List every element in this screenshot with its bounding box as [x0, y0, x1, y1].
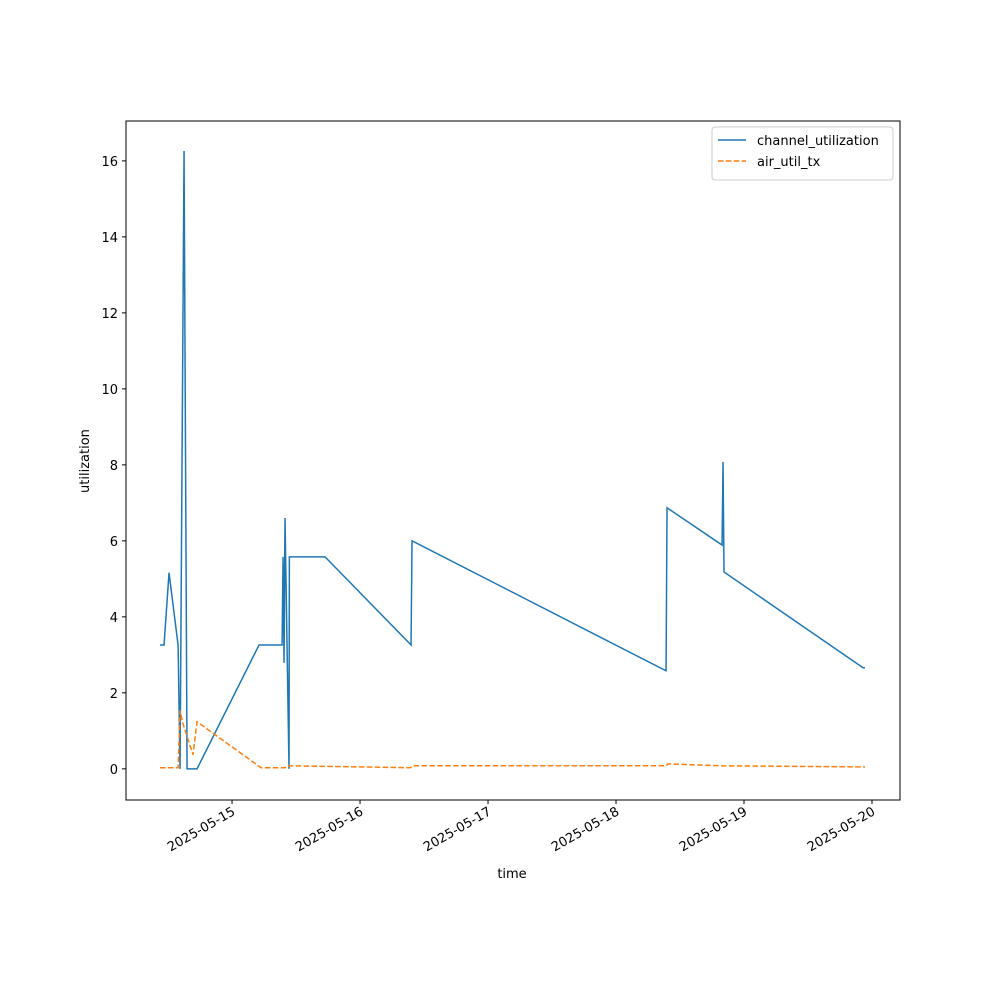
line-series: [160, 710, 865, 769]
x-tick-label: 2025-05-15: [165, 804, 238, 855]
x-axis-label: time: [497, 867, 526, 882]
y-axis-label: utilization: [78, 429, 93, 493]
x-tick-label: 2025-05-17: [421, 804, 494, 855]
y-tick-label: 14: [101, 231, 118, 246]
legend-box: [711, 126, 894, 181]
y-tick-label: 4: [110, 611, 118, 626]
x-tick-label: 2025-05-20: [805, 804, 878, 855]
y-tick-label: 8: [110, 459, 118, 474]
legend-label: channel_utilization: [757, 134, 879, 149]
legend: channel_utilization air_util_tx: [711, 126, 894, 181]
y-tick-label: 10: [101, 383, 118, 398]
y-tick-label: 2: [110, 687, 118, 702]
x-tick-label: 2025-05-16: [293, 804, 366, 855]
y-tick-label: 16: [101, 155, 118, 170]
y-tick-label: 6: [110, 535, 118, 550]
y-tick-label: 0: [110, 763, 118, 778]
y-tick-label: 12: [101, 307, 118, 322]
line-series: [160, 151, 865, 770]
legend-label: air_util_tx: [757, 155, 821, 170]
plot-frame: [125, 120, 901, 801]
x-tick-label: 2025-05-18: [549, 804, 622, 855]
x-tick-label: 2025-05-19: [677, 804, 750, 855]
